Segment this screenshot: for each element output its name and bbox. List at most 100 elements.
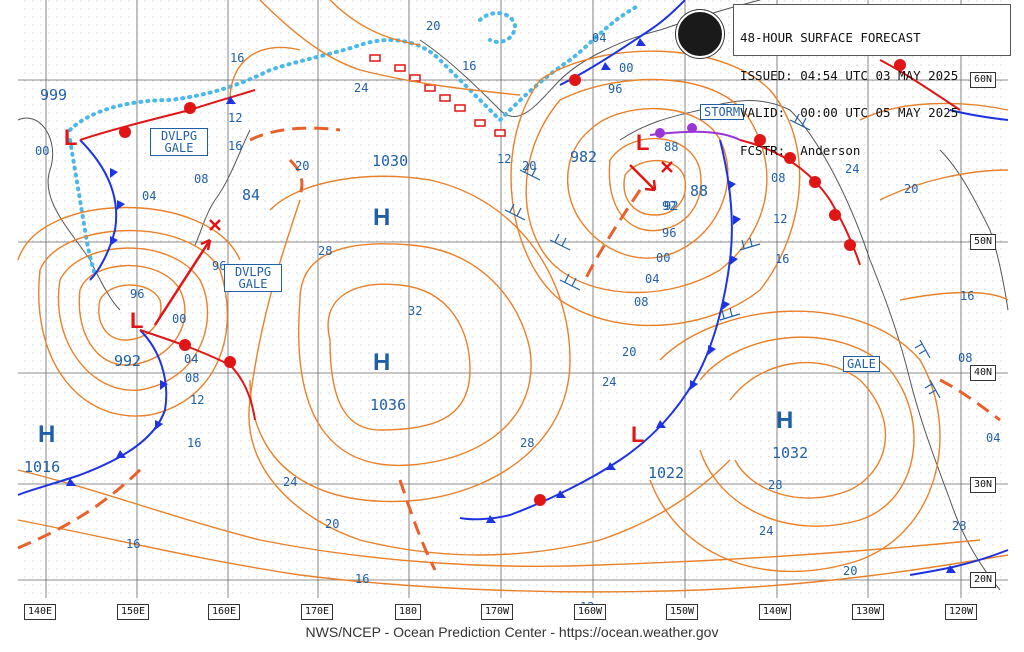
high-value-1016: 1016 — [24, 458, 60, 476]
credit-line: NWS/NCEP - Ocean Prediction Center - htt… — [305, 624, 719, 640]
isobar-label: 28 — [768, 478, 782, 492]
isobar-label: 16 — [228, 139, 242, 153]
isobar-label: 16 — [230, 51, 244, 65]
isobar-label: 04 — [142, 189, 156, 203]
isobar-label: 96 — [212, 259, 226, 273]
isobar-label: 20 — [295, 159, 309, 173]
low-center-992-symbol: L — [130, 308, 143, 333]
high-center-1036-symbol: H — [373, 349, 390, 376]
lon-label: 150E — [117, 604, 150, 620]
isobar-label: 16 — [355, 572, 369, 586]
ice-edge — [68, 3, 642, 277]
isobar-label: 04 — [184, 352, 198, 366]
lon-label: 160E — [208, 604, 241, 620]
isobar-label: 12 — [497, 152, 511, 166]
high-center-1016-symbol: H — [38, 421, 55, 448]
isobar-label: 04 — [986, 431, 1000, 445]
pressure-values: 1030 1036 1016 1032 992 999 982 84 88 10… — [24, 86, 808, 482]
lat-lon-grid — [18, 0, 1008, 598]
isobar-label: 20 — [426, 19, 440, 33]
lat-label: 30N — [970, 477, 997, 493]
lon-label: 120W — [945, 604, 978, 620]
high-value-1032: 1032 — [772, 444, 808, 462]
warning-dvlpg-gale-central: DVLPG GALE — [224, 264, 282, 292]
isobar-label: 24 — [759, 524, 773, 538]
lat-label: 60N — [970, 72, 997, 88]
isobar-label: 92 — [664, 199, 678, 213]
low-value-1022: 1022 — [648, 464, 684, 482]
isobar-label: 16 — [775, 252, 789, 266]
isobar-label: 24 — [845, 162, 859, 176]
ice-floes — [369, 54, 506, 137]
isobar-label: 08 — [634, 295, 648, 309]
isobar-label: 24 — [354, 81, 368, 95]
isobar-label: 08 — [185, 371, 199, 385]
lon-label: 180 — [395, 604, 422, 620]
isobar-label: 96 — [608, 82, 622, 96]
isobar-label: 20 — [904, 182, 918, 196]
isobar-label: 08 — [958, 351, 972, 365]
header-forecaster: FCSTR: Anderson — [740, 142, 861, 158]
isobar-label: 16 — [960, 289, 974, 303]
low-value-982: 982 — [570, 148, 597, 166]
isobar-label: 04 — [592, 31, 606, 45]
front-symbols — [66, 38, 956, 573]
low-value-992: 992 — [114, 352, 141, 370]
isobar-label: 28 — [952, 519, 966, 533]
low-value-84: 84 — [242, 186, 260, 204]
isobar-label: 00 — [35, 144, 49, 158]
isobar-label: 00 — [172, 312, 186, 326]
lat-label: 50N — [970, 234, 997, 250]
isobar-label: 16 — [462, 59, 476, 73]
low-center-982-symbol: L — [636, 130, 649, 155]
isobar-label: 04 — [645, 272, 659, 286]
isobar-label: 20 — [325, 517, 339, 531]
storm-tracks — [153, 161, 673, 326]
isobar-label: 24 — [283, 475, 297, 489]
isobar-label: 16 — [126, 537, 140, 551]
isobar-label: 12 — [190, 393, 204, 407]
lat-label: 40N — [970, 365, 997, 381]
isobar-label: 08 — [771, 171, 785, 185]
lon-label: 170W — [481, 604, 514, 620]
high-center-1030-symbol: H — [373, 204, 390, 231]
low-value-999: 999 — [40, 86, 67, 104]
warning-gale: GALE — [843, 356, 880, 372]
isobar-label: 88 — [664, 140, 678, 154]
isobar-label: 20 — [843, 564, 857, 578]
isobar-label: 20 — [622, 345, 636, 359]
isobar-label: 00 — [656, 251, 670, 265]
isobar-label: 12 — [228, 111, 242, 125]
isobar-label: 16 — [187, 436, 201, 450]
isobar-label: 08 — [194, 172, 208, 186]
lon-label: 150W — [666, 604, 699, 620]
wind-barbs — [504, 113, 941, 399]
lon-label: 170E — [301, 604, 334, 620]
isobar-label: 00 — [619, 61, 633, 75]
isobar-label: 96 — [130, 287, 144, 301]
high-center-1032-symbol: H — [776, 407, 793, 434]
isobar-label: 24 — [602, 375, 616, 389]
warning-dvlpg-gale-west: DVLPG GALE — [150, 128, 208, 156]
isobar-label: 28 — [318, 244, 332, 258]
warning-storm: STORM — [700, 104, 745, 120]
isobar-label: 12 — [773, 212, 787, 226]
isobar-label: 20 — [522, 159, 536, 173]
low-center-999-symbol: L — [64, 125, 77, 150]
noaa-logo-icon — [676, 10, 724, 58]
isobar-label: 92 — [662, 199, 676, 213]
lat-label: 20N — [970, 572, 997, 588]
header-valid: VALID: 00:00 UTC 05 MAY 2025 — [740, 105, 959, 120]
low-center-edge-symbol: L — [670, 0, 683, 5]
header-issued: ISSUED: 04:54 UTC 03 MAY 2025 — [740, 67, 959, 83]
header-title: 48-HOUR SURFACE FORECAST — [740, 30, 921, 45]
isobar-label: 32 — [408, 304, 422, 318]
lon-label: 160W — [574, 604, 607, 620]
isobar-label: 96 — [662, 226, 676, 240]
lon-label: 140E — [24, 604, 57, 620]
forecast-header: 48-HOUR SURFACE FORECAST ISSUED: 04:54 U… — [733, 4, 1011, 156]
high-value-1036: 1036 — [370, 396, 406, 414]
troughs — [17, 126, 1001, 571]
lon-label: 140W — [759, 604, 792, 620]
